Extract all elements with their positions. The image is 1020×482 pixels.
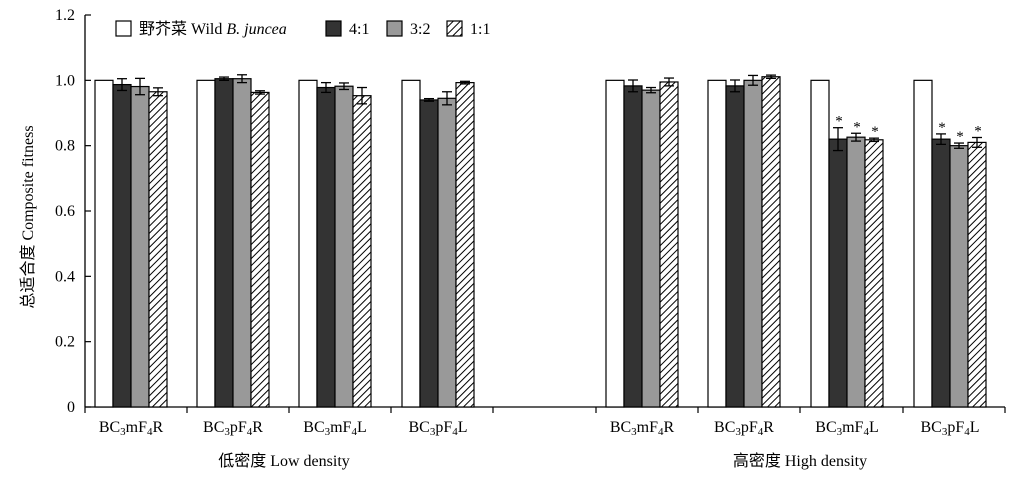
bar-r11 xyxy=(250,91,270,408)
significance-star: * xyxy=(938,120,946,136)
bar-r32 xyxy=(743,79,763,408)
category-label: BC3mF4L xyxy=(303,419,366,438)
bar-r41 xyxy=(828,138,848,408)
bar-wild xyxy=(605,79,625,408)
legend-swatch-r32 xyxy=(386,20,403,37)
bar-wild xyxy=(401,79,421,408)
bar-wild xyxy=(196,79,216,408)
y-tick-label: 0 xyxy=(67,399,75,416)
y-tick-label: 1.2 xyxy=(55,7,75,24)
bar-wild xyxy=(94,79,114,408)
category-label: BC3mF4L xyxy=(815,419,878,438)
category-label: BC3pF4L xyxy=(920,419,979,438)
group-label: 高密度 High density xyxy=(733,452,867,470)
y-tick-label: 0.4 xyxy=(55,268,75,285)
bar-wild xyxy=(810,79,830,408)
legend-label-r11: 1:1 xyxy=(470,21,490,38)
bar-r41 xyxy=(931,138,951,408)
bar-wild xyxy=(298,79,318,408)
legend-label-r32: 3:2 xyxy=(410,21,430,38)
bars: * * * * * * xyxy=(94,74,987,408)
bar-r11 xyxy=(455,82,475,408)
legend-label-r41: 4:1 xyxy=(349,21,369,38)
category-label: BC3pF4L xyxy=(408,419,467,438)
y-tick-label: 0.8 xyxy=(55,138,75,155)
y-tick-label: 0.2 xyxy=(55,334,75,351)
significance-star: * xyxy=(956,129,964,145)
category-label: BC3pF4R xyxy=(714,419,774,438)
bar-r41 xyxy=(419,99,439,408)
y-tick-label: 1.0 xyxy=(55,72,75,89)
significance-star: * xyxy=(974,124,982,140)
category-labels: BC3mF4R BC3pF4R BC3mF4L BC3pF4L 低密度 Low dens… xyxy=(99,419,980,470)
bar-r32 xyxy=(130,85,150,408)
legend-label-wild: 野芥菜 Wild B. juncea xyxy=(139,20,287,38)
significance-star: * xyxy=(835,114,843,130)
category-label: BC3mF4R xyxy=(99,419,164,438)
bar-r32 xyxy=(641,89,661,408)
legend: 野芥菜 Wild B. juncea 4:1 3:2 1:1 xyxy=(115,20,490,38)
bar-r41 xyxy=(623,85,643,408)
significance-star: * xyxy=(853,119,861,135)
bar-r11 xyxy=(967,141,987,408)
bar-wild xyxy=(913,79,933,408)
bar-r32 xyxy=(334,85,354,408)
bar-r11 xyxy=(148,91,168,408)
legend-swatch-r41 xyxy=(325,20,342,37)
category-label: BC3mF4R xyxy=(610,419,675,438)
bar-r11 xyxy=(352,95,372,408)
bar-r32 xyxy=(846,136,866,408)
bar-r32 xyxy=(437,97,457,408)
significance-star: * xyxy=(871,124,879,140)
bar-r11 xyxy=(659,81,679,408)
bar-r41 xyxy=(112,83,132,408)
bar-r11 xyxy=(864,139,884,408)
y-axis-label: 总适合度 Composite fitness xyxy=(19,125,37,308)
group-label: 低密度 Low density xyxy=(218,452,350,470)
bar-r41 xyxy=(214,78,234,408)
legend-swatch-wild xyxy=(115,20,132,37)
bar-r41 xyxy=(725,85,745,408)
bar-r32 xyxy=(232,78,252,408)
bar-r11 xyxy=(761,76,781,408)
bar-r32 xyxy=(949,145,969,408)
category-label: BC3pF4R xyxy=(203,419,263,438)
bar-r41 xyxy=(316,86,336,408)
legend-swatch-r11 xyxy=(446,20,463,37)
bar-wild xyxy=(707,79,727,408)
y-tick-label: 0.6 xyxy=(55,203,75,220)
